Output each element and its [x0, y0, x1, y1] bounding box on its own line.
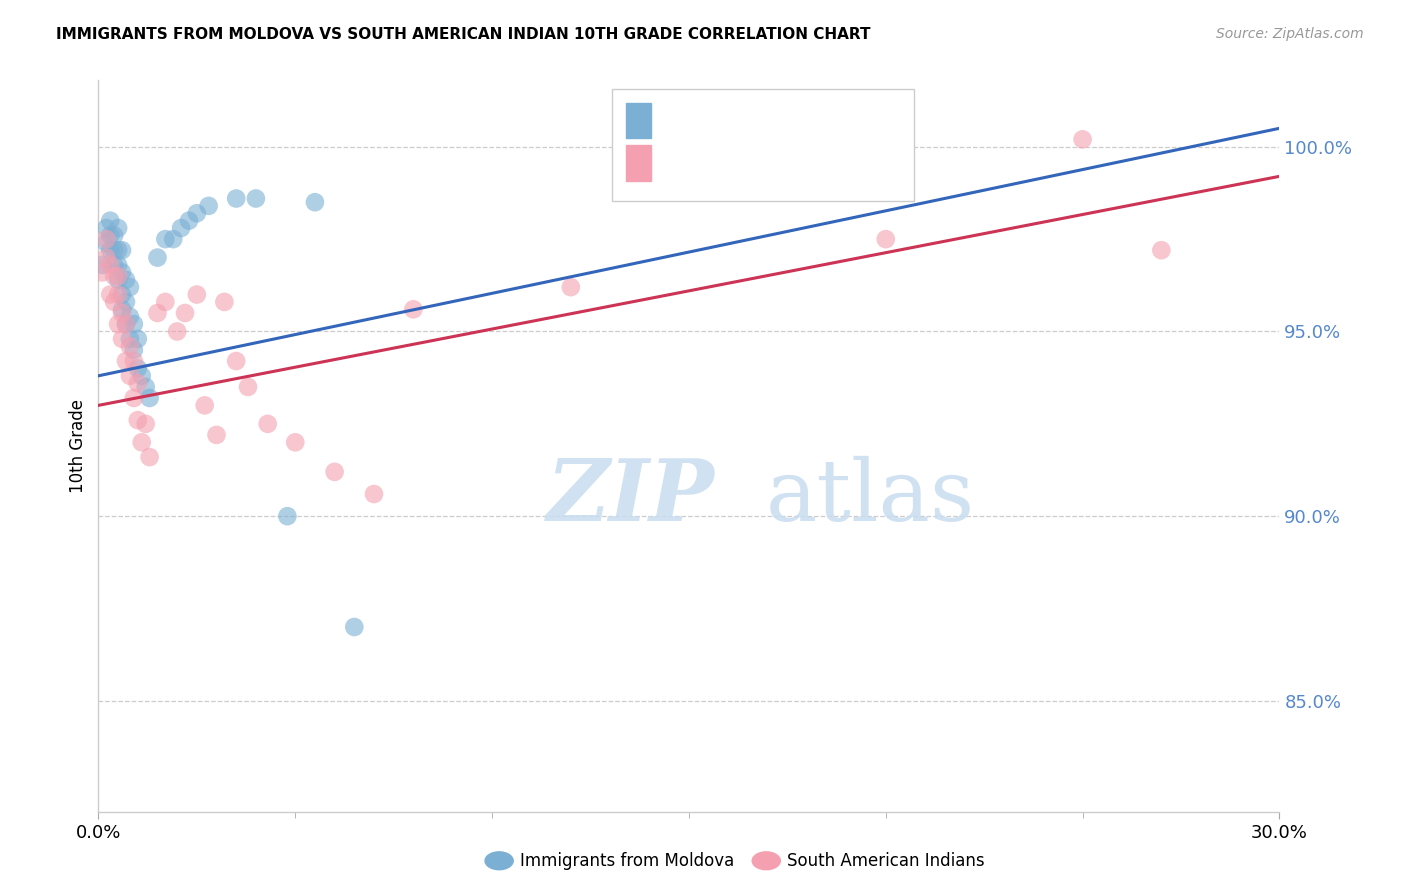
Point [560, 280, 582, 294]
Point [186, 287, 208, 301]
Point [115, 317, 138, 331]
Text: R =: R = [661, 154, 697, 172]
Point [103, 294, 125, 309]
Point [186, 206, 208, 220]
Point [127, 376, 149, 391]
Text: 42: 42 [841, 112, 865, 129]
Point [343, 620, 366, 634]
Point [138, 391, 160, 405]
Point [115, 294, 138, 309]
Text: South American Indians: South American Indians [787, 852, 986, 870]
Point [111, 302, 134, 317]
Point [107, 268, 129, 283]
Point [107, 221, 129, 235]
Point [155, 294, 177, 309]
Point [103, 244, 125, 258]
Point [98, 213, 121, 227]
Point [146, 251, 169, 265]
Point [107, 258, 129, 272]
Point [118, 368, 141, 383]
Point [103, 258, 125, 272]
Point [131, 368, 153, 383]
Point [205, 428, 228, 442]
Point [107, 273, 129, 287]
Point [118, 280, 141, 294]
Point [115, 273, 138, 287]
Point [111, 287, 134, 301]
Point [146, 306, 169, 320]
Point [1150, 244, 1173, 258]
Point [111, 265, 134, 279]
Point [127, 413, 149, 427]
Point [122, 354, 145, 368]
Point [118, 339, 141, 353]
Point [98, 228, 121, 243]
Point [256, 417, 278, 431]
Point [98, 258, 121, 272]
Text: N =: N = [787, 112, 824, 129]
Point [225, 354, 247, 368]
Point [96, 251, 118, 265]
Point [197, 199, 219, 213]
Point [107, 244, 129, 258]
Point [91, 258, 114, 272]
Point [245, 192, 267, 206]
Point [122, 317, 145, 331]
Point [177, 213, 200, 227]
Point [122, 343, 145, 357]
Point [304, 195, 326, 210]
Point [103, 228, 125, 243]
Point [96, 221, 118, 235]
Text: Immigrants from Moldova: Immigrants from Moldova [520, 852, 734, 870]
Text: R =: R = [661, 112, 697, 129]
Point [323, 465, 346, 479]
Text: 0.442: 0.442 [714, 112, 768, 129]
Point [127, 332, 149, 346]
Text: N =: N = [787, 154, 824, 172]
Text: atlas: atlas [766, 456, 974, 539]
Point [170, 221, 193, 235]
Text: 42: 42 [841, 154, 865, 172]
Point [111, 244, 134, 258]
Point [402, 302, 425, 317]
Text: ZIP: ZIP [547, 456, 716, 539]
Point [214, 294, 236, 309]
Point [131, 435, 153, 450]
Point [107, 317, 129, 331]
Point [363, 487, 385, 501]
Text: 0.511: 0.511 [714, 154, 766, 172]
Point [91, 265, 114, 279]
Point [1071, 132, 1094, 146]
Point [96, 235, 118, 250]
Text: Source: ZipAtlas.com: Source: ZipAtlas.com [1216, 27, 1364, 41]
Point [96, 232, 118, 246]
Point [111, 306, 134, 320]
Point [118, 332, 141, 346]
Point [236, 380, 259, 394]
Point [118, 310, 141, 324]
Point [162, 232, 184, 246]
Point [138, 450, 160, 464]
Point [194, 398, 217, 412]
Point [122, 391, 145, 405]
Text: IMMIGRANTS FROM MOLDOVA VS SOUTH AMERICAN INDIAN 10TH GRADE CORRELATION CHART: IMMIGRANTS FROM MOLDOVA VS SOUTH AMERICA… [56, 27, 870, 42]
Point [127, 361, 149, 376]
Point [155, 232, 177, 246]
Point [115, 317, 138, 331]
Point [98, 287, 121, 301]
Point [107, 287, 129, 301]
Y-axis label: 10th Grade: 10th Grade [69, 399, 87, 493]
Point [875, 232, 897, 246]
Point [276, 509, 298, 524]
Point [115, 354, 138, 368]
Point [284, 435, 307, 450]
Point [166, 325, 188, 339]
Point [103, 268, 125, 283]
Point [135, 380, 157, 394]
Point [135, 417, 157, 431]
Point [98, 244, 121, 258]
Point [174, 306, 197, 320]
Point [225, 192, 247, 206]
Point [111, 332, 134, 346]
